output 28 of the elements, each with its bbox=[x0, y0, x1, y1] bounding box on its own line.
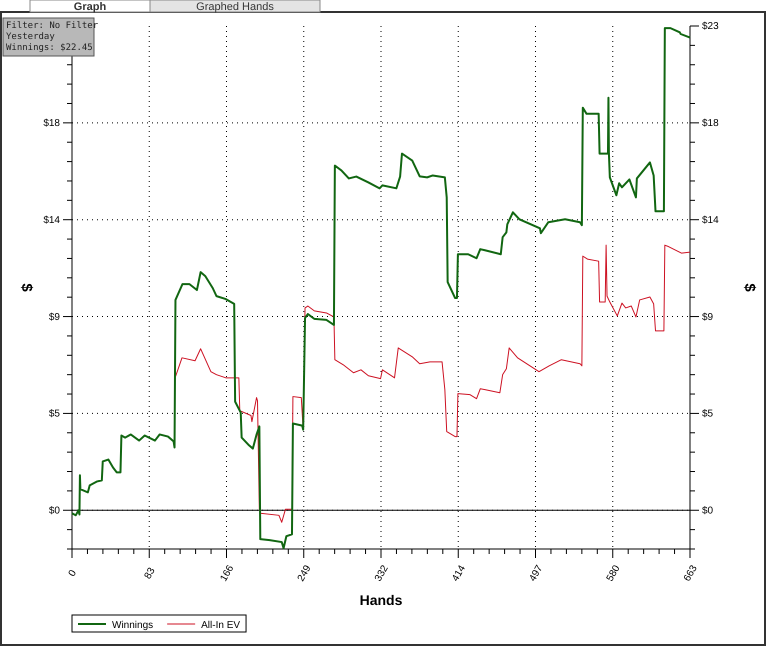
y2-tick-label: $23 bbox=[702, 21, 720, 32]
y2-tick-label: $14 bbox=[702, 214, 720, 226]
y2-tick-label: $0 bbox=[702, 505, 714, 516]
x-tick-label: 166 bbox=[218, 563, 237, 584]
x-tick-label: 580 bbox=[604, 563, 623, 584]
y-axis-title: $ bbox=[18, 283, 35, 292]
legend-label: All-In EV bbox=[201, 620, 240, 631]
y-tick-label: $0 bbox=[48, 505, 60, 516]
x-tick-label: 497 bbox=[527, 563, 546, 584]
text: Yesterday bbox=[6, 32, 56, 42]
annotation: Winnings: $22.45 bbox=[6, 43, 93, 53]
x-tick-label: 0 bbox=[66, 568, 80, 579]
y2-tick-label: $18 bbox=[702, 118, 720, 130]
x-axis-title: Hands bbox=[360, 592, 403, 608]
y-tick-label: $14 bbox=[43, 214, 60, 226]
x-tick-label: 332 bbox=[372, 563, 392, 584]
y-tick-label: $5 bbox=[48, 408, 60, 420]
y2-axis-title: $ bbox=[741, 283, 758, 292]
y-tick-label: $9 bbox=[48, 312, 60, 323]
y-tick-label: $18 bbox=[43, 118, 60, 130]
x-tick-label: 663 bbox=[682, 563, 700, 584]
legend-label: Winnings bbox=[112, 620, 154, 631]
x-tick-label: 414 bbox=[450, 563, 468, 584]
y2-tick-label: $5 bbox=[702, 408, 714, 420]
y2-tick-label: $9 bbox=[702, 312, 714, 323]
x-tick-label: 249 bbox=[296, 563, 314, 584]
tab-bar: Graph Graphed Hands bbox=[30, 0, 320, 13]
x-tick-label: 83 bbox=[142, 566, 158, 582]
